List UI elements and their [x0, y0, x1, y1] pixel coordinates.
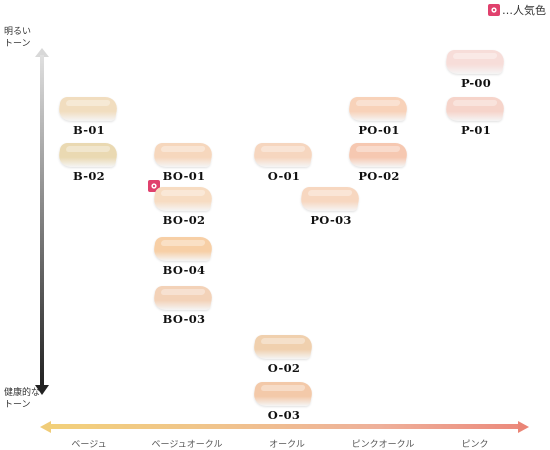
- shade-swatch: [346, 97, 410, 121]
- x-label-pink-ochre: ピンクオークル: [351, 440, 415, 450]
- x-label-beige: ベージュ: [71, 440, 107, 450]
- shade-label: P-00: [461, 76, 491, 90]
- shade-label: BO-01: [162, 169, 206, 183]
- popular-legend-label: …人気色: [502, 4, 546, 17]
- y-axis-line: [40, 55, 44, 385]
- shade-bo03[interactable]: BO-03: [151, 286, 216, 330]
- x-label-ochre: オークル: [269, 440, 305, 450]
- shade-bo01[interactable]: BO-01: [151, 143, 216, 187]
- shade-label: O-03: [267, 408, 301, 422]
- x-label-pink: ピンク: [461, 440, 489, 450]
- x-label-beige-ochre: ベージュオークル: [151, 440, 223, 450]
- shade-p00[interactable]: P-00: [443, 50, 508, 94]
- shade-b01[interactable]: B-01: [56, 97, 121, 141]
- shade-o02[interactable]: O-02: [251, 335, 316, 379]
- popular-legend: …人気色: [488, 2, 546, 18]
- x-axis-left-arrow: [40, 421, 51, 433]
- shade-label: PO-02: [358, 169, 400, 183]
- shade-label: B-02: [73, 169, 105, 183]
- shade-swatch: [151, 237, 215, 261]
- shade-swatch: [251, 335, 315, 359]
- shade-label: PO-03: [310, 213, 352, 227]
- popular-flower-icon: [488, 4, 500, 16]
- shade-label: BO-02: [162, 213, 206, 227]
- shade-swatch: [298, 187, 362, 211]
- shade-p01[interactable]: P-01: [443, 97, 508, 141]
- x-axis-right-arrow: [518, 421, 529, 433]
- shade-swatch: [443, 50, 507, 74]
- shade-label: O-01: [267, 169, 301, 183]
- shade-po01[interactable]: PO-01: [346, 97, 411, 141]
- shade-o01[interactable]: O-01: [251, 143, 316, 187]
- y-axis-top-label: 明るい トーン: [4, 27, 32, 49]
- shade-po02[interactable]: PO-02: [346, 143, 411, 187]
- shade-swatch: [56, 97, 120, 121]
- shade-label: BO-04: [162, 263, 206, 277]
- shade-label: O-02: [267, 361, 301, 375]
- shade-swatch: [251, 143, 315, 167]
- y-axis-top-arrow: [35, 48, 49, 57]
- shade-po03[interactable]: PO-03: [298, 187, 363, 231]
- shade-b02[interactable]: B-02: [56, 143, 121, 187]
- shade-swatch: [346, 143, 410, 167]
- shade-o03[interactable]: O-03: [251, 382, 316, 426]
- y-axis-bottom-arrow: [35, 385, 49, 395]
- shade-bo02[interactable]: BO-02: [151, 187, 216, 231]
- shade-bo04[interactable]: BO-04: [151, 237, 216, 281]
- shade-label: B-01: [73, 123, 105, 137]
- shade-label: BO-03: [162, 312, 206, 326]
- shade-swatch: [151, 143, 215, 167]
- shade-label: PO-01: [358, 123, 400, 137]
- x-axis-line: [50, 424, 520, 429]
- shade-swatch: [151, 187, 215, 211]
- shade-label: P-01: [461, 123, 491, 137]
- y-axis-bottom-label: 健康的な トーン: [4, 388, 41, 410]
- shade-swatch: [443, 97, 507, 121]
- shade-swatch: [151, 286, 215, 310]
- shade-swatch: [251, 382, 315, 406]
- shade-swatch: [56, 143, 120, 167]
